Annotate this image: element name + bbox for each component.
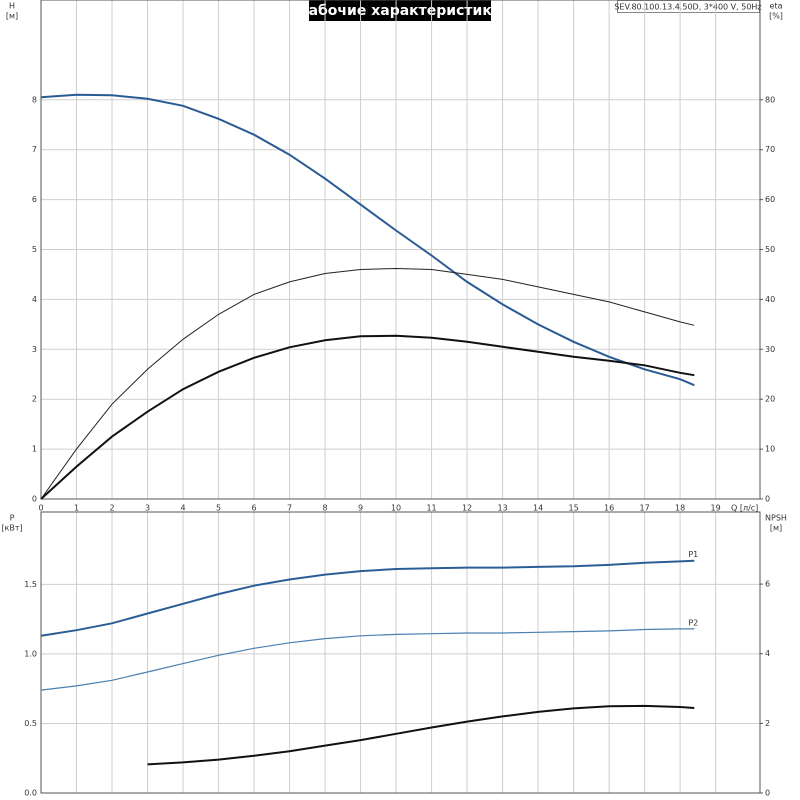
x-tick-label: 18 bbox=[675, 504, 685, 513]
x-tick-label: 8 bbox=[323, 504, 328, 513]
y-tick-label: 8 bbox=[32, 95, 37, 104]
x-tick-label: 19 bbox=[711, 504, 721, 513]
y2-tick-label: 4 bbox=[765, 649, 770, 658]
y2-tick-label: 60 bbox=[765, 195, 775, 204]
y2-tick-label: 20 bbox=[765, 395, 775, 404]
x-tick-label: 12 bbox=[462, 504, 472, 513]
x-tick-label: 13 bbox=[497, 504, 507, 513]
series-line bbox=[40, 628, 695, 691]
y-axis-label: P bbox=[10, 514, 15, 523]
plot-frame bbox=[40, 0, 761, 500]
x-tick-label: 5 bbox=[216, 504, 221, 513]
series-line bbox=[147, 704, 695, 766]
x-tick-label: 7 bbox=[287, 504, 292, 513]
x-tick-label: 14 bbox=[533, 504, 543, 513]
x-tick-label: 15 bbox=[568, 504, 578, 513]
y2-tick-label: 0 bbox=[765, 789, 770, 798]
y-tick-label: 5 bbox=[32, 245, 37, 254]
y-tick-label: 1.5 bbox=[24, 580, 37, 589]
series-line bbox=[40, 334, 695, 500]
y-tick-label: 0 bbox=[32, 495, 37, 504]
y2-axis-unit: [м] bbox=[770, 524, 782, 533]
x-tick-label: 6 bbox=[251, 504, 256, 513]
y2-tick-label: 0 bbox=[765, 495, 770, 504]
x-tick-label: 3 bbox=[145, 504, 150, 513]
series-line bbox=[40, 93, 695, 387]
series-label: P2 bbox=[688, 618, 698, 627]
x-tick-label: 9 bbox=[358, 504, 363, 513]
title-box bbox=[309, 0, 491, 21]
y-tick-label: 2 bbox=[32, 395, 37, 404]
x-tick-label: 4 bbox=[180, 504, 185, 513]
plot-frame bbox=[40, 511, 761, 794]
x-axis-label: Q [л/с] bbox=[731, 504, 758, 513]
y2-tick-label: 40 bbox=[765, 295, 775, 304]
y-tick-label: 0.0 bbox=[24, 789, 37, 798]
x-tick-label: 0 bbox=[38, 504, 43, 513]
x-tick-label: 2 bbox=[109, 504, 114, 513]
y-axis-unit: [м] bbox=[6, 12, 18, 21]
y-tick-label: 7 bbox=[32, 145, 37, 154]
x-tick-label: 16 bbox=[604, 504, 614, 513]
y-tick-label: 1 bbox=[32, 445, 37, 454]
y2-tick-label: 70 bbox=[765, 145, 775, 154]
series-line bbox=[40, 267, 695, 500]
y2-axis-label: eta bbox=[770, 2, 783, 11]
y-axis-unit: [кВт] bbox=[1, 524, 22, 533]
y-axis-label: H bbox=[9, 2, 15, 11]
y2-tick-label: 6 bbox=[765, 580, 770, 589]
x-tick-label: 11 bbox=[426, 504, 436, 513]
y2-axis-label: NPSH bbox=[765, 514, 787, 523]
y-tick-label: 4 bbox=[32, 295, 37, 304]
x-tick-label: 10 bbox=[391, 504, 401, 513]
y2-axis-unit: [%] bbox=[769, 12, 783, 21]
series-line bbox=[40, 559, 695, 637]
y2-tick-label: 80 bbox=[765, 95, 775, 104]
x-tick-label: 1 bbox=[74, 504, 79, 513]
x-tick-label: 17 bbox=[640, 504, 650, 513]
y-tick-label: 0.5 bbox=[24, 719, 37, 728]
y-tick-label: 3 bbox=[32, 345, 37, 354]
y-tick-label: 1.0 bbox=[24, 649, 37, 658]
y2-tick-label: 2 bbox=[765, 719, 770, 728]
y2-tick-label: 10 bbox=[765, 445, 775, 454]
series-label: P1 bbox=[688, 550, 698, 559]
model-label: SEV.80.100.13.4.50D, 3*400 V, 50Hz bbox=[614, 3, 761, 12]
y-tick-label: 6 bbox=[32, 195, 37, 204]
y2-tick-label: 50 bbox=[765, 245, 775, 254]
chart-title: Рабочие характеристики bbox=[298, 3, 501, 19]
y2-tick-label: 30 bbox=[765, 345, 775, 354]
